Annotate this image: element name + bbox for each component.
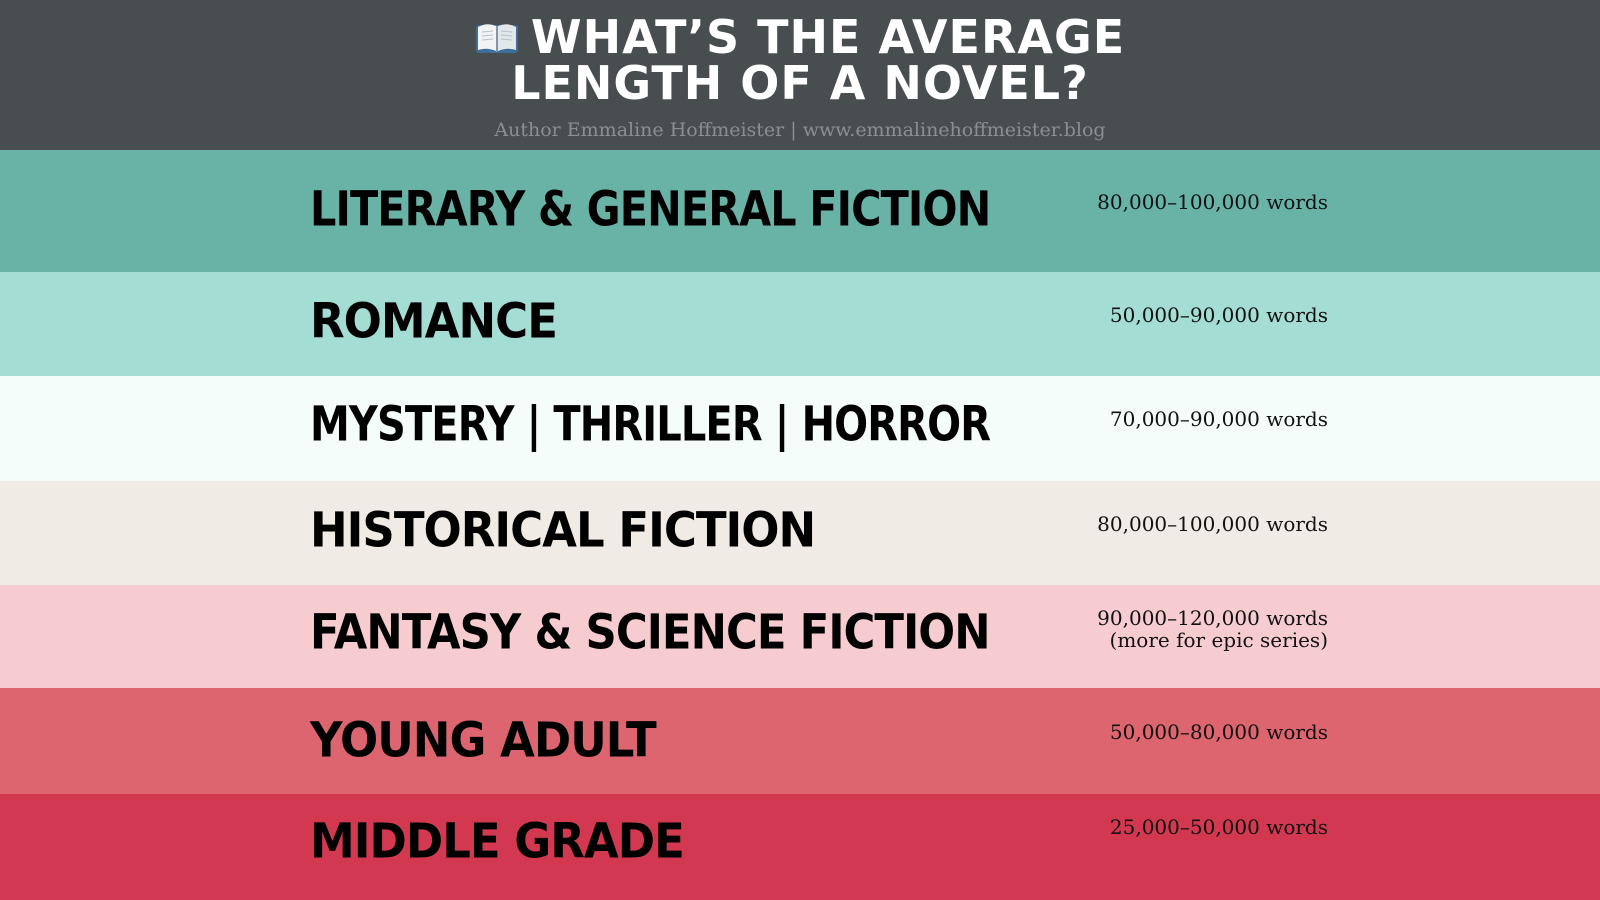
word-count: 70,000–90,000 words xyxy=(1109,407,1328,431)
title-line-1: WHAT’S THE AVERAGE xyxy=(0,14,1600,60)
genre-name: FANTASY & SCIENCE FICTION xyxy=(310,603,991,660)
genre-name: YOUNG ADULT xyxy=(310,711,657,768)
page-title: WHAT’S THE AVERAGE LENGTH OF A NOVEL? xyxy=(0,14,1600,106)
word-count: 50,000–80,000 words xyxy=(1109,720,1328,744)
word-count: 90,000–120,000 words xyxy=(1097,606,1328,630)
title-line-2: LENGTH OF A NOVEL? xyxy=(511,56,1089,110)
word-count: 80,000–100,000 words xyxy=(1097,512,1328,536)
genre-name: ROMANCE xyxy=(310,292,558,349)
genre-name: LITERARY & GENERAL FICTION xyxy=(310,180,991,237)
word-count-note: (more for epic series) xyxy=(1109,628,1328,652)
genre-row-mystery: MYSTERY | THRILLER | HORROR 70,000–90,00… xyxy=(0,376,1600,481)
genre-row-historical: HISTORICAL FICTION 80,000–100,000 words xyxy=(0,481,1600,585)
word-count-block: 90,000–120,000 words (more for epic seri… xyxy=(1097,607,1328,651)
genre-row-young-adult: YOUNG ADULT 50,000–80,000 words xyxy=(0,688,1600,794)
open-book-icon xyxy=(475,16,519,53)
author-byline: Author Emmaline Hoffmeister | www.emmali… xyxy=(494,119,1106,141)
genre-row-fantasy: FANTASY & SCIENCE FICTION 90,000–120,000… xyxy=(0,585,1600,688)
genre-row-romance: ROMANCE 50,000–90,000 words xyxy=(0,272,1600,376)
genre-row-middle-grade: MIDDLE GRADE 25,000–50,000 words xyxy=(0,794,1600,900)
word-count: 25,000–50,000 words xyxy=(1109,815,1328,839)
genre-name: MYSTERY | THRILLER | HORROR xyxy=(310,395,991,452)
genre-name: MIDDLE GRADE xyxy=(310,812,685,869)
word-count: 80,000–100,000 words xyxy=(1097,190,1328,214)
genre-name: HISTORICAL FICTION xyxy=(310,501,816,558)
word-count: 50,000–90,000 words xyxy=(1109,303,1328,327)
genre-row-literary: LITERARY & GENERAL FICTION 80,000–100,00… xyxy=(0,150,1600,272)
header-banner: WHAT’S THE AVERAGE LENGTH OF A NOVEL? Au… xyxy=(0,0,1600,150)
title-line-1-text: WHAT’S THE AVERAGE xyxy=(530,10,1126,64)
